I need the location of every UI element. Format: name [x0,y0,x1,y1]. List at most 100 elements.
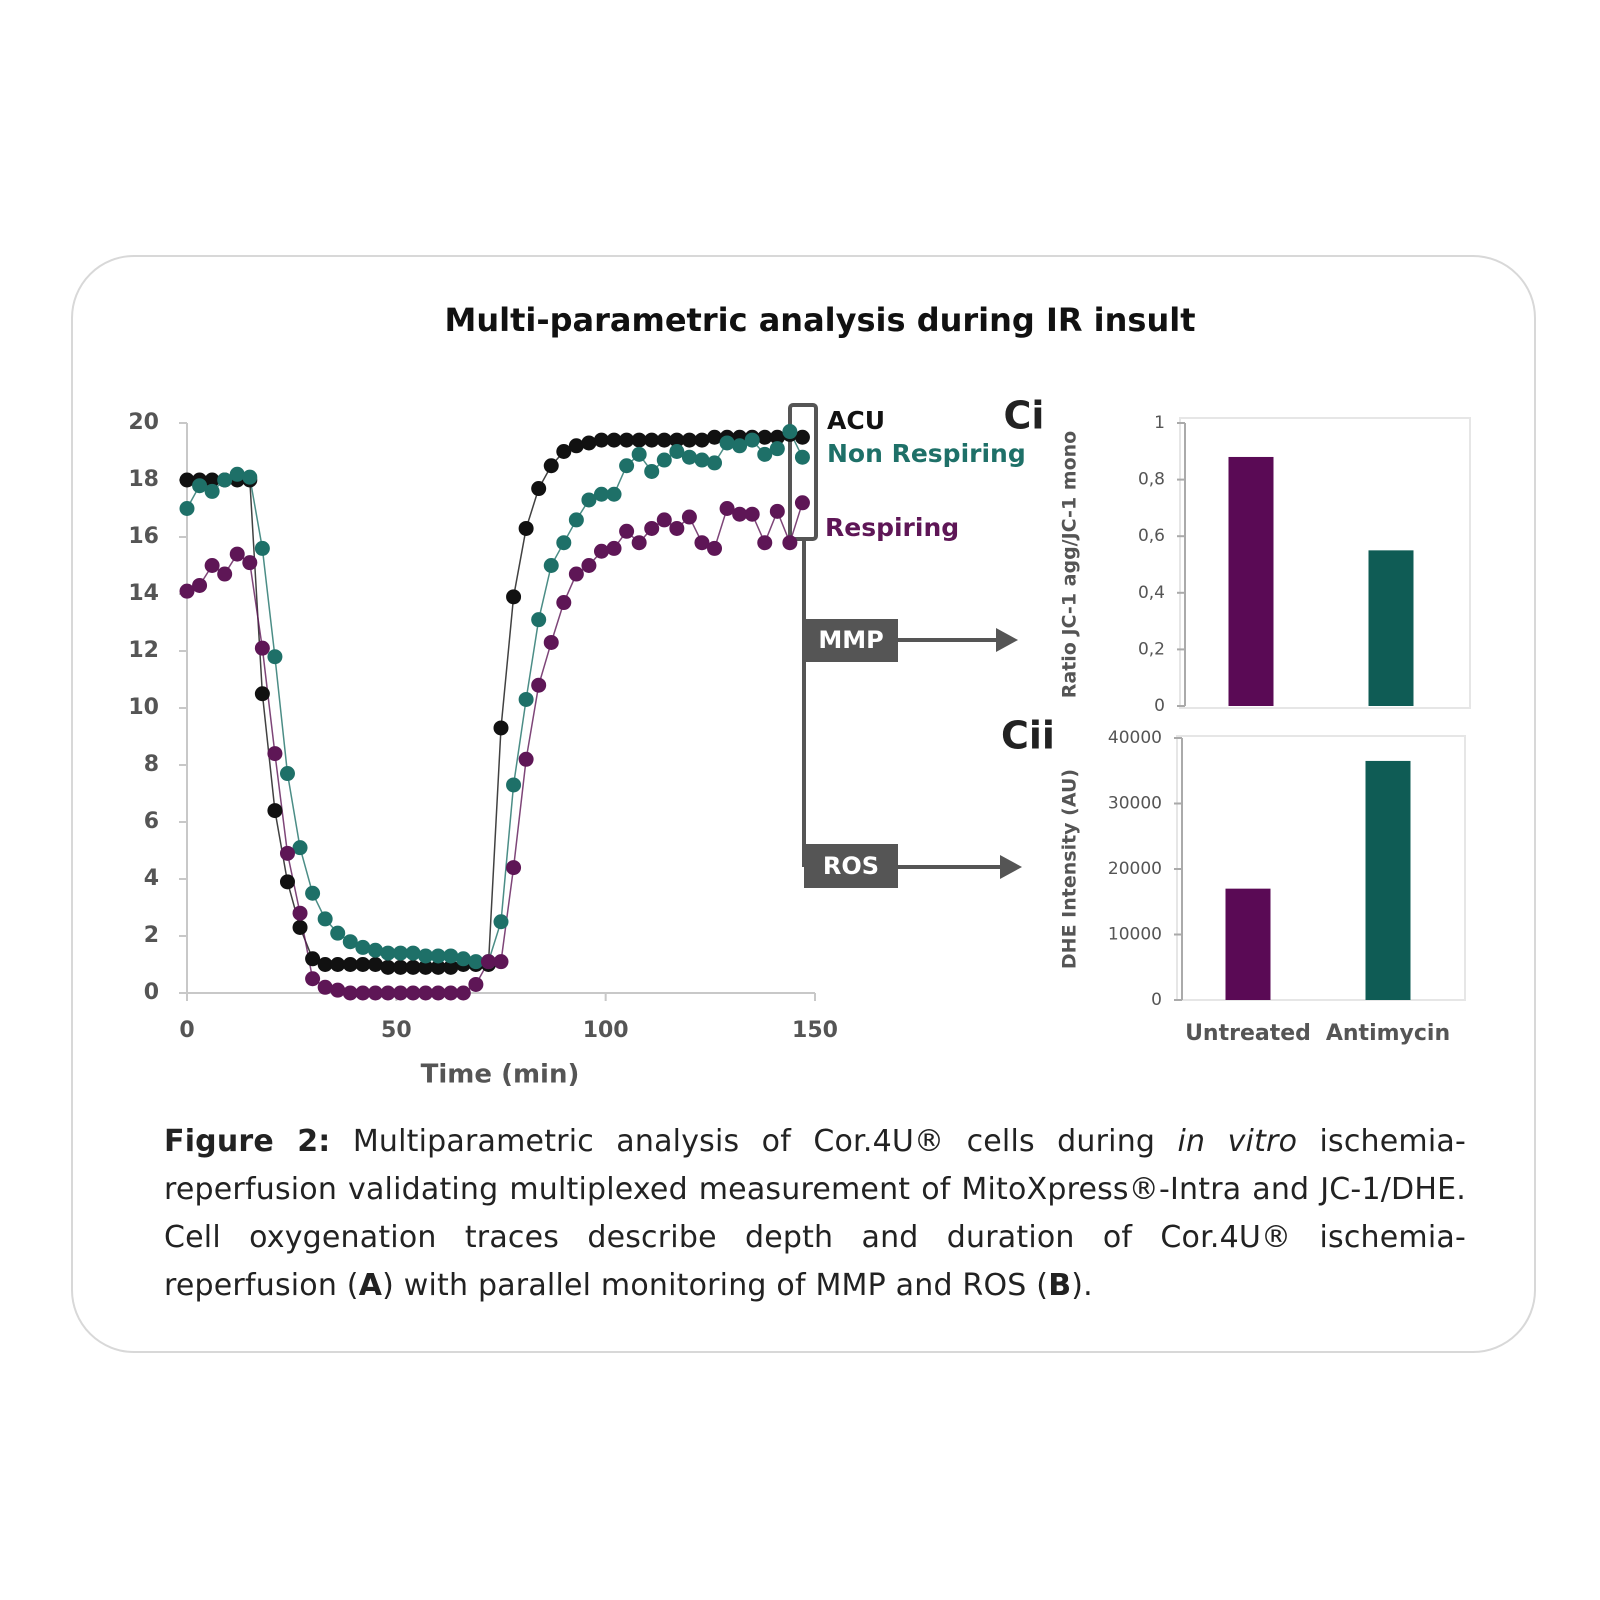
caption-text: in vitro [1177,1124,1298,1159]
data-point [430,985,446,1001]
data-point [518,751,534,767]
data-point [606,486,622,502]
data-point [267,746,283,762]
y-tick-label: 4 [144,866,159,891]
bar [1228,456,1274,706]
data-point [204,472,220,488]
data-point [355,957,371,972]
data-point [669,444,685,459]
data-point [782,424,798,440]
data-point [531,612,547,628]
y-tick-label: 30000 [1108,794,1162,814]
data-point [732,438,748,454]
data-point [405,959,421,975]
data-point [694,452,710,468]
arrow-head [1000,855,1022,879]
data-point [418,959,434,975]
data-point [681,509,697,525]
data-point [606,540,622,556]
x-tick-label: 150 [792,1018,838,1043]
x-tick-label: Antimycin [1326,1021,1450,1046]
data-point [330,925,346,941]
data-point [694,432,710,448]
data-point [732,506,748,522]
data-point [229,466,245,482]
data-point [794,449,810,465]
data-point [719,501,735,516]
data-point [317,979,333,995]
y-tick-label: 8 [144,752,159,777]
data-point [380,945,396,961]
x-tick-label: Untreated [1185,1021,1311,1046]
data-point [418,985,434,1001]
data-point [355,985,371,1001]
y-tick-label: 1 [1154,413,1165,433]
data-point [707,429,723,445]
data-point [644,432,660,448]
data-point [254,640,270,656]
caption-text: ischemia-reperfusion validating multiple… [164,1124,1466,1303]
caption-text: ). [1071,1268,1093,1303]
data-point [707,455,723,471]
y-tick-label: 0,4 [1138,583,1165,603]
data-point [518,691,534,707]
data-point [430,948,446,964]
y-tick-label: 0 [144,980,159,1005]
data-point [581,492,597,508]
data-point [279,874,295,890]
arrow-head [996,628,1018,652]
data-point [794,429,810,445]
data-point [543,458,559,474]
x-axis-label: Time (min) [421,1060,580,1090]
caption-text: B [1048,1268,1072,1303]
data-point [619,523,635,539]
series-label: Non Respiring [827,439,1026,468]
data-point [669,520,685,536]
data-point [556,595,572,611]
data-point [367,985,383,1001]
data-point [568,512,584,528]
data-point [330,957,346,972]
data-point [543,634,559,650]
data-point [342,934,358,950]
data-point [418,948,434,964]
data-point [744,432,760,448]
y-tick-label: 2 [144,923,159,948]
data-point [619,458,635,474]
y-tick-label: 20000 [1108,859,1162,879]
data-point [757,429,773,445]
annotation-box [804,619,898,662]
data-point [342,957,358,972]
caption-label: Figure 2: [164,1124,331,1159]
data-point [593,486,609,502]
data-point [769,503,785,519]
data-point [443,948,459,964]
y-tick-label: 18 [128,467,159,492]
data-point [192,577,208,593]
data-point [330,982,346,998]
data-point [757,535,773,551]
data-point [443,985,459,1001]
y-tick-label: 0,8 [1138,470,1165,490]
annotation: ROS [823,852,879,880]
data-point [242,469,258,485]
data-point [430,959,446,975]
data-point [405,945,421,961]
y-tick-label: 0,2 [1138,639,1165,659]
plot-frame [1179,417,1471,709]
data-point [380,959,396,975]
y-tick-label: 0 [1151,990,1162,1010]
data-point [568,566,584,582]
data-point [531,677,547,693]
data-point [279,845,295,861]
x-tick-label: 100 [583,1018,629,1043]
data-point [267,803,283,819]
data-point [644,463,660,479]
data-point [631,535,647,551]
data-point [179,501,195,516]
data-point [719,435,735,451]
y-tick-label: 14 [128,581,159,606]
y-tick-label: 6 [144,809,159,834]
